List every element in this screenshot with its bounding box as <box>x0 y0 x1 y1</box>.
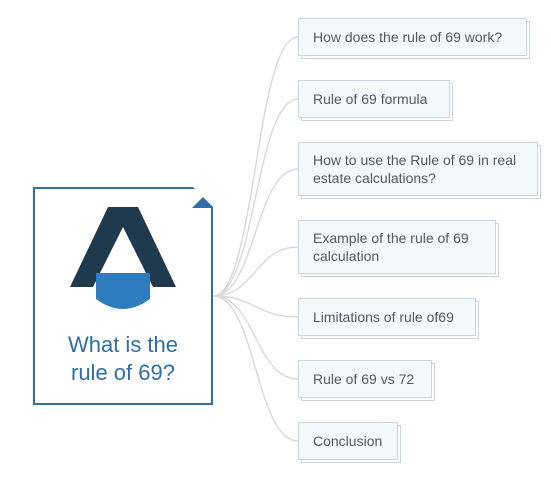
mindmap-canvas: What is the rule of 69? How does the rul… <box>0 0 551 500</box>
child-node[interactable]: How does the rule of 69 work? <box>298 18 527 56</box>
root-node[interactable]: What is the rule of 69? <box>33 187 213 405</box>
connector-edge <box>213 296 298 317</box>
connector-edge <box>213 247 298 296</box>
connector-edge <box>213 99 298 296</box>
child-node[interactable]: Limitations of rule of69 <box>298 298 476 336</box>
connector-edge <box>213 37 298 296</box>
logo-icon <box>63 207 183 317</box>
child-node[interactable]: How to use the Rule of 69 in real estate… <box>298 142 538 196</box>
child-node-label: Conclusion <box>313 432 382 450</box>
child-node[interactable]: Conclusion <box>298 422 398 460</box>
child-node-label: How does the rule of 69 work? <box>313 28 502 46</box>
connector-edge <box>213 296 298 379</box>
child-node[interactable]: Rule of 69 vs 72 <box>298 360 432 398</box>
connector-edge <box>213 169 298 296</box>
child-node-label: Example of the rule of 69 calculation <box>313 229 469 265</box>
child-node[interactable]: Example of the rule of 69 calculation <box>298 220 496 274</box>
root-title: What is the rule of 69? <box>54 331 192 386</box>
connector-edge <box>213 296 298 441</box>
child-node[interactable]: Rule of 69 formula <box>298 80 450 118</box>
child-node-label: How to use the Rule of 69 in real estate… <box>313 151 516 187</box>
child-node-label: Limitations of rule of69 <box>313 308 454 326</box>
dogear-fold <box>192 188 212 208</box>
child-node-label: Rule of 69 formula <box>313 90 427 108</box>
child-node-label: Rule of 69 vs 72 <box>313 370 414 388</box>
